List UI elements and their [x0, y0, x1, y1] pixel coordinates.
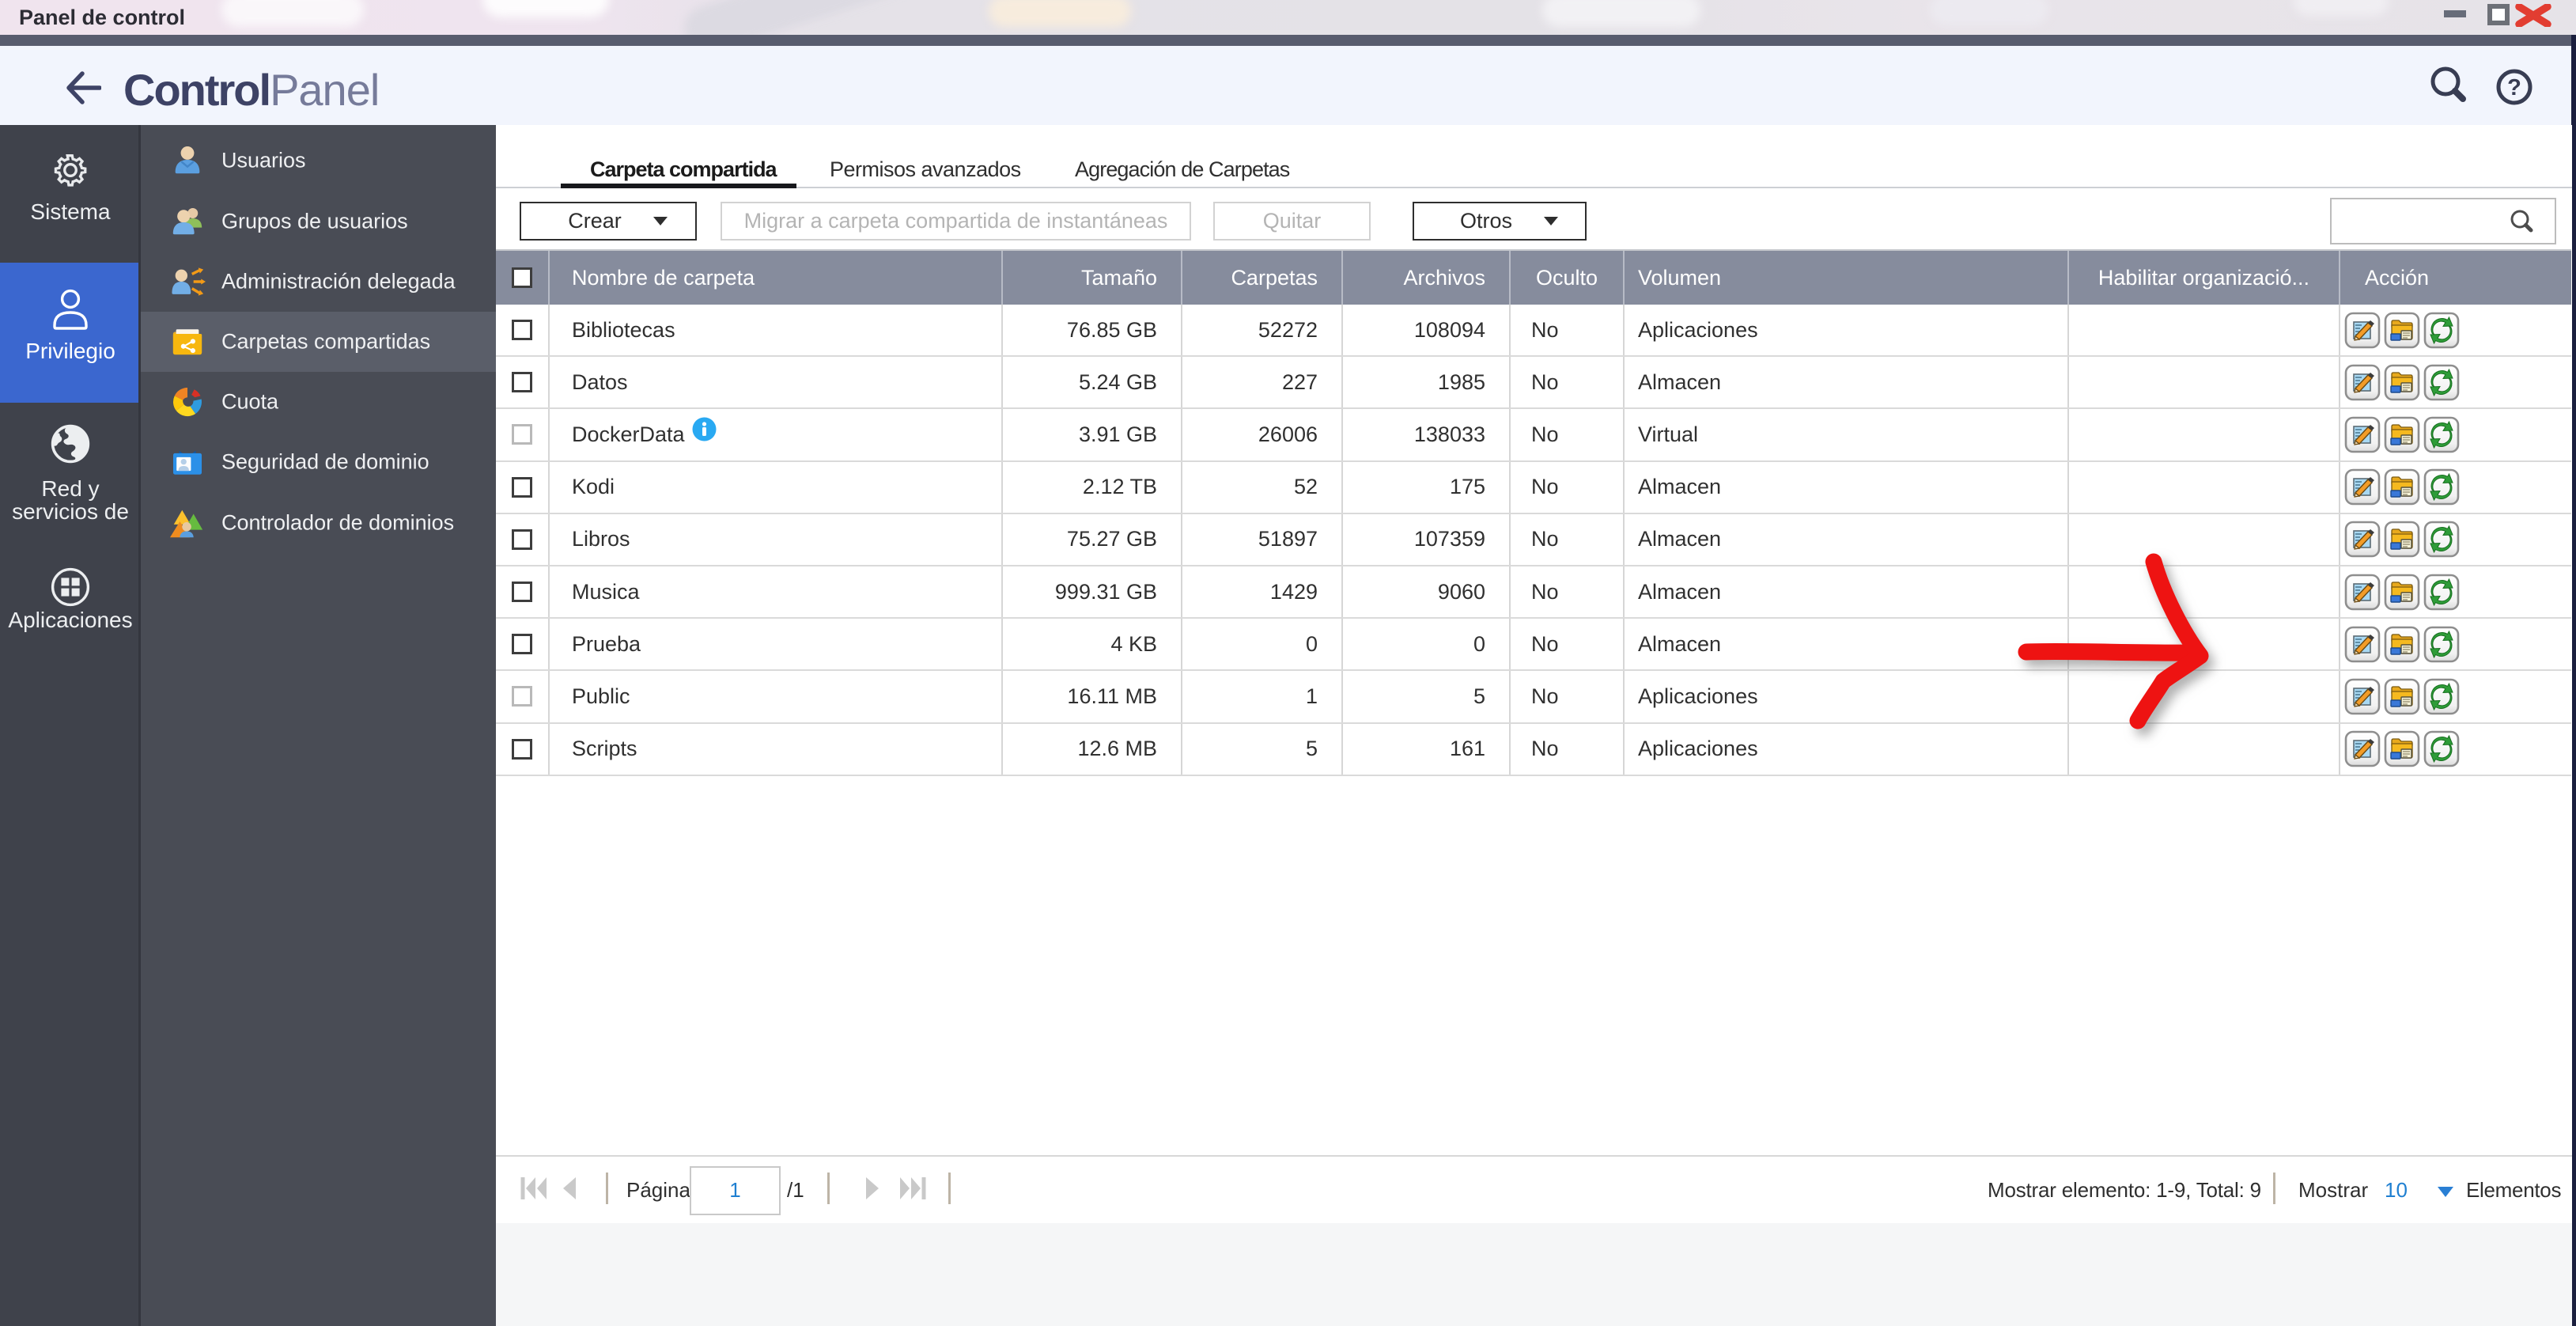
svg-text:?: ? — [2507, 75, 2521, 100]
